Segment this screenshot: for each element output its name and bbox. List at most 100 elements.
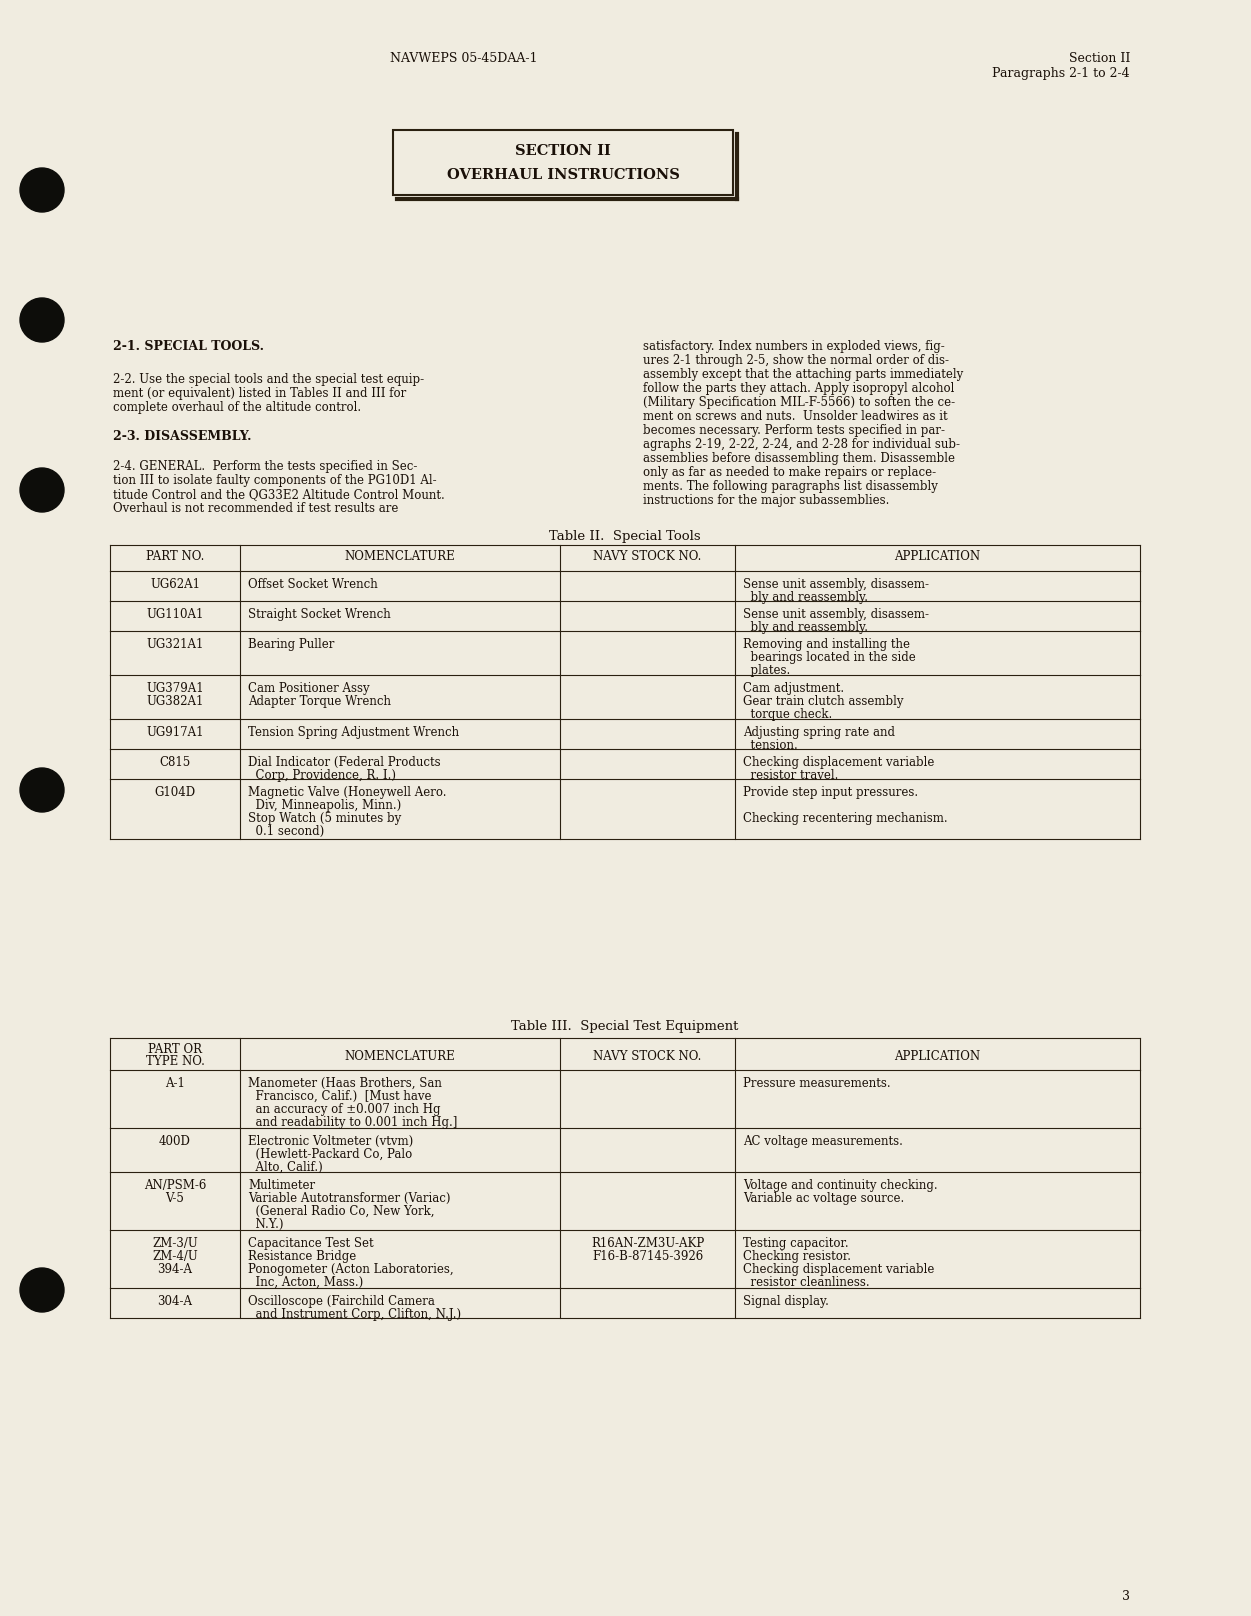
Text: ment on screws and nuts.  Unsolder leadwires as it: ment on screws and nuts. Unsolder leadwi… [643,410,947,423]
Text: NAVY STOCK NO.: NAVY STOCK NO. [593,549,702,562]
Text: and readability to 0.001 inch Hg.]: and readability to 0.001 inch Hg.] [248,1117,458,1130]
Text: Provide step input pressures.: Provide step input pressures. [743,785,918,798]
Text: TYPE NO.: TYPE NO. [145,1055,204,1068]
Circle shape [20,768,64,811]
Text: F16-B-87145-3926: F16-B-87145-3926 [592,1251,703,1264]
Text: Signal display.: Signal display. [743,1294,829,1307]
Text: plates.: plates. [743,664,791,677]
Text: torque check.: torque check. [743,708,832,721]
Text: Checking displacement variable: Checking displacement variable [743,1264,934,1277]
Text: 0.1 second): 0.1 second) [248,826,324,839]
Text: Table III.  Special Test Equipment: Table III. Special Test Equipment [512,1020,738,1033]
Text: (Military Specification MIL-F-5566) to soften the ce-: (Military Specification MIL-F-5566) to s… [643,396,955,409]
Text: Capacitance Test Set: Capacitance Test Set [248,1236,374,1251]
Text: Voltage and continuity checking.: Voltage and continuity checking. [743,1180,938,1193]
Text: NOMENCLATURE: NOMENCLATURE [344,549,455,562]
Circle shape [20,168,64,212]
Text: becomes necessary. Perform tests specified in par-: becomes necessary. Perform tests specifi… [643,423,945,436]
Text: ures 2-1 through 2-5, show the normal order of dis-: ures 2-1 through 2-5, show the normal or… [643,354,950,367]
Text: ZM-4/U: ZM-4/U [153,1251,198,1264]
Circle shape [20,469,64,512]
Text: UG321A1: UG321A1 [146,638,204,651]
Text: Corp, Providence, R. I.): Corp, Providence, R. I.) [248,769,397,782]
Text: Inc, Acton, Mass.): Inc, Acton, Mass.) [248,1277,363,1290]
Text: UG382A1: UG382A1 [146,695,204,708]
Text: 400D: 400D [159,1134,191,1147]
Text: Cam Positioner Assy: Cam Positioner Assy [248,682,369,695]
Text: 2-4. GENERAL.  Perform the tests specified in Sec-: 2-4. GENERAL. Perform the tests specifie… [113,461,418,473]
Text: tion III to isolate faulty components of the PG10D1 Al-: tion III to isolate faulty components of… [113,473,437,486]
Text: Offset Socket Wrench: Offset Socket Wrench [248,579,378,591]
Text: Oscilloscope (Fairchild Camera: Oscilloscope (Fairchild Camera [248,1294,435,1307]
Text: Straight Socket Wrench: Straight Socket Wrench [248,608,390,621]
Text: Sense unit assembly, disassem-: Sense unit assembly, disassem- [743,608,929,621]
Text: ment (or equivalent) listed in Tables II and III for: ment (or equivalent) listed in Tables II… [113,386,407,401]
Text: R16AN-ZM3U-AKP: R16AN-ZM3U-AKP [590,1236,704,1251]
Text: 2-1. SPECIAL TOOLS.: 2-1. SPECIAL TOOLS. [113,339,264,352]
Text: A-1: A-1 [165,1076,185,1091]
Text: Ponogometer (Acton Laboratories,: Ponogometer (Acton Laboratories, [248,1264,454,1277]
Text: AC voltage measurements.: AC voltage measurements. [743,1134,903,1147]
Text: bly and reassembly.: bly and reassembly. [743,591,868,604]
Text: bearings located in the side: bearings located in the side [743,651,916,664]
Text: ZM-3/U: ZM-3/U [153,1236,198,1251]
Text: assembly except that the attaching parts immediately: assembly except that the attaching parts… [643,368,963,381]
Text: and Instrument Corp, Clifton, N.J.): and Instrument Corp, Clifton, N.J.) [248,1307,462,1320]
Text: NAVWEPS 05-45DAA-1: NAVWEPS 05-45DAA-1 [390,52,538,65]
Text: Checking resistor.: Checking resistor. [743,1251,851,1264]
Text: tension.: tension. [743,739,798,751]
Text: (Hewlett-Packard Co, Palo: (Hewlett-Packard Co, Palo [248,1147,413,1160]
Text: Overhaul is not recommended if test results are: Overhaul is not recommended if test resu… [113,503,398,516]
Text: instructions for the major subassemblies.: instructions for the major subassemblies… [643,494,889,507]
Text: Checking recentering mechanism.: Checking recentering mechanism. [743,811,947,826]
Text: Paragraphs 2-1 to 2-4: Paragraphs 2-1 to 2-4 [992,66,1130,81]
Text: Sense unit assembly, disassem-: Sense unit assembly, disassem- [743,579,929,591]
Text: titude Control and the QG33E2 Altitude Control Mount.: titude Control and the QG33E2 Altitude C… [113,488,445,501]
Text: N.Y.): N.Y.) [248,1218,284,1231]
Text: Bearing Puller: Bearing Puller [248,638,334,651]
Text: Alto, Calif.): Alto, Calif.) [248,1160,323,1173]
Text: Tension Spring Adjustment Wrench: Tension Spring Adjustment Wrench [248,726,459,739]
Text: 394-A: 394-A [158,1264,193,1277]
Text: Variable ac voltage source.: Variable ac voltage source. [743,1193,904,1206]
Text: NOMENCLATURE: NOMENCLATURE [344,1050,455,1063]
Text: Dial Indicator (Federal Products: Dial Indicator (Federal Products [248,756,440,769]
Text: Electronic Voltmeter (vtvm): Electronic Voltmeter (vtvm) [248,1134,413,1147]
Text: follow the parts they attach. Apply isopropyl alcohol: follow the parts they attach. Apply isop… [643,381,955,394]
Text: NAVY STOCK NO.: NAVY STOCK NO. [593,1050,702,1063]
Text: UG110A1: UG110A1 [146,608,204,621]
Text: resistor travel.: resistor travel. [743,769,838,782]
Text: V-5: V-5 [165,1193,184,1206]
Text: Pressure measurements.: Pressure measurements. [743,1076,891,1091]
Text: 2-3. DISASSEMBLY.: 2-3. DISASSEMBLY. [113,430,251,443]
Text: Adjusting spring rate and: Adjusting spring rate and [743,726,894,739]
Text: Stop Watch (5 minutes by: Stop Watch (5 minutes by [248,811,402,826]
Text: Magnetic Valve (Honeywell Aero.: Magnetic Valve (Honeywell Aero. [248,785,447,798]
Text: PART NO.: PART NO. [146,549,204,562]
Text: PART OR: PART OR [148,1042,201,1055]
Text: bly and reassembly.: bly and reassembly. [743,621,868,633]
Text: Removing and installing the: Removing and installing the [743,638,909,651]
Text: C815: C815 [159,756,190,769]
Text: UG917A1: UG917A1 [146,726,204,739]
Circle shape [20,1269,64,1312]
Text: satisfactory. Index numbers in exploded views, fig-: satisfactory. Index numbers in exploded … [643,339,945,352]
Text: UG62A1: UG62A1 [150,579,200,591]
Text: Variable Autotransformer (Variac): Variable Autotransformer (Variac) [248,1193,450,1206]
Text: Table II.  Special Tools: Table II. Special Tools [549,530,701,543]
Text: assemblies before disassembling them. Disassemble: assemblies before disassembling them. Di… [643,452,955,465]
Text: Div, Minneapolis, Minn.): Div, Minneapolis, Minn.) [248,798,402,811]
Text: APPLICATION: APPLICATION [894,1050,981,1063]
Bar [393,129,733,196]
Circle shape [20,297,64,343]
Text: AN/PSM-6: AN/PSM-6 [144,1180,206,1193]
Text: 2-2. Use the special tools and the special test equip-: 2-2. Use the special tools and the speci… [113,373,424,386]
Text: only as far as needed to make repairs or replace-: only as far as needed to make repairs or… [643,465,936,478]
Text: agraphs 2-19, 2-22, 2-24, and 2-28 for individual sub-: agraphs 2-19, 2-22, 2-24, and 2-28 for i… [643,438,960,451]
Text: 3: 3 [1122,1590,1130,1603]
Text: Testing capacitor.: Testing capacitor. [743,1236,848,1251]
Text: SECTION II: SECTION II [515,144,610,158]
Text: Adapter Torque Wrench: Adapter Torque Wrench [248,695,392,708]
Text: an accuracy of ±0.007 inch Hg: an accuracy of ±0.007 inch Hg [248,1104,440,1117]
Text: Checking displacement variable: Checking displacement variable [743,756,934,769]
